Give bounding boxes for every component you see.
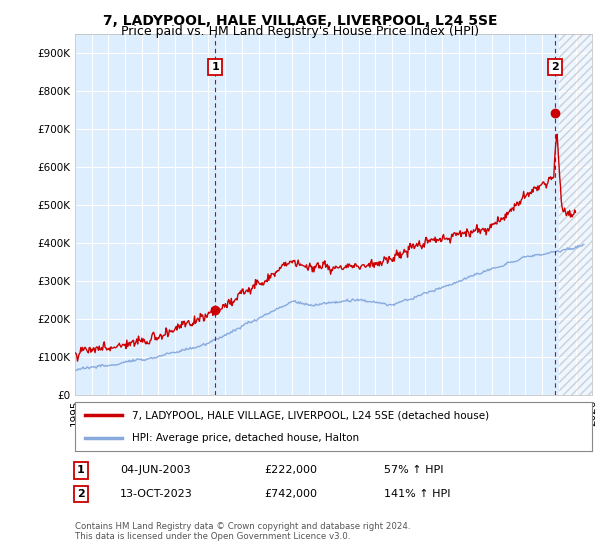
Text: 7, LADYPOOL, HALE VILLAGE, LIVERPOOL, L24 5SE: 7, LADYPOOL, HALE VILLAGE, LIVERPOOL, L2… bbox=[103, 14, 497, 28]
Text: HPI: Average price, detached house, Halton: HPI: Average price, detached house, Halt… bbox=[132, 433, 359, 444]
Text: 2: 2 bbox=[77, 489, 85, 499]
Text: 04-JUN-2003: 04-JUN-2003 bbox=[120, 465, 191, 475]
Text: 13-OCT-2023: 13-OCT-2023 bbox=[120, 489, 193, 499]
Text: £742,000: £742,000 bbox=[264, 489, 317, 499]
Text: 141% ↑ HPI: 141% ↑ HPI bbox=[384, 489, 451, 499]
Text: 1: 1 bbox=[77, 465, 85, 475]
Text: 57% ↑ HPI: 57% ↑ HPI bbox=[384, 465, 443, 475]
Text: Price paid vs. HM Land Registry's House Price Index (HPI): Price paid vs. HM Land Registry's House … bbox=[121, 25, 479, 38]
Text: 7, LADYPOOL, HALE VILLAGE, LIVERPOOL, L24 5SE (detached house): 7, LADYPOOL, HALE VILLAGE, LIVERPOOL, L2… bbox=[132, 410, 489, 421]
Text: 1: 1 bbox=[212, 62, 220, 72]
Bar bbox=[559, 34, 592, 395]
Text: £222,000: £222,000 bbox=[264, 465, 317, 475]
Text: Contains HM Land Registry data © Crown copyright and database right 2024.
This d: Contains HM Land Registry data © Crown c… bbox=[75, 522, 410, 542]
Text: 2: 2 bbox=[551, 62, 559, 72]
